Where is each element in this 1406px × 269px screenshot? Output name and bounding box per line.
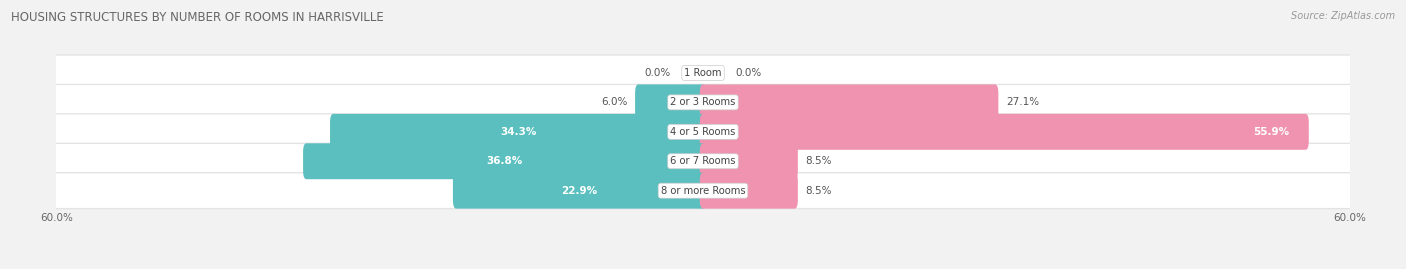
Text: Source: ZipAtlas.com: Source: ZipAtlas.com bbox=[1291, 11, 1395, 21]
Text: 6 or 7 Rooms: 6 or 7 Rooms bbox=[671, 156, 735, 166]
Text: 0.0%: 0.0% bbox=[644, 68, 671, 78]
Text: 27.1%: 27.1% bbox=[1005, 97, 1039, 107]
FancyBboxPatch shape bbox=[700, 173, 797, 209]
Text: 6.0%: 6.0% bbox=[602, 97, 627, 107]
FancyBboxPatch shape bbox=[700, 143, 797, 179]
Text: 1 Room: 1 Room bbox=[685, 68, 721, 78]
Text: 2 or 3 Rooms: 2 or 3 Rooms bbox=[671, 97, 735, 107]
Legend: Owner-occupied, Renter-occupied: Owner-occupied, Renter-occupied bbox=[591, 267, 815, 269]
FancyBboxPatch shape bbox=[53, 173, 1353, 209]
FancyBboxPatch shape bbox=[700, 84, 998, 120]
FancyBboxPatch shape bbox=[636, 84, 706, 120]
FancyBboxPatch shape bbox=[453, 173, 706, 209]
Text: 8.5%: 8.5% bbox=[806, 186, 832, 196]
Text: 8.5%: 8.5% bbox=[806, 156, 832, 166]
FancyBboxPatch shape bbox=[700, 114, 1309, 150]
Text: 55.9%: 55.9% bbox=[1253, 127, 1289, 137]
FancyBboxPatch shape bbox=[53, 114, 1353, 150]
Text: HOUSING STRUCTURES BY NUMBER OF ROOMS IN HARRISVILLE: HOUSING STRUCTURES BY NUMBER OF ROOMS IN… bbox=[11, 11, 384, 24]
Text: 0.0%: 0.0% bbox=[735, 68, 762, 78]
Text: 8 or more Rooms: 8 or more Rooms bbox=[661, 186, 745, 196]
FancyBboxPatch shape bbox=[53, 143, 1353, 179]
FancyBboxPatch shape bbox=[304, 143, 706, 179]
Text: 34.3%: 34.3% bbox=[501, 127, 536, 137]
Text: 22.9%: 22.9% bbox=[561, 186, 598, 196]
FancyBboxPatch shape bbox=[330, 114, 706, 150]
Text: 4 or 5 Rooms: 4 or 5 Rooms bbox=[671, 127, 735, 137]
Text: 36.8%: 36.8% bbox=[486, 156, 523, 166]
FancyBboxPatch shape bbox=[53, 55, 1353, 91]
FancyBboxPatch shape bbox=[53, 84, 1353, 120]
